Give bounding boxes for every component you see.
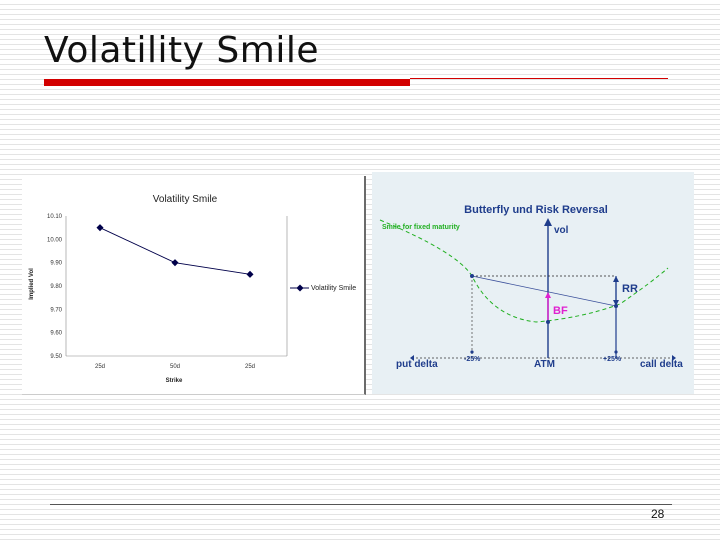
bf-arrowhead [545, 292, 551, 298]
atm-label: ATM [534, 359, 555, 370]
volatility-smile-chart-panel: Volatility Smile Implied Vol Strike 10.1… [22, 176, 366, 395]
title-underline-bar [44, 79, 410, 86]
data-point [171, 259, 179, 267]
y-tick-label: 9.60 [50, 331, 62, 337]
vol-axis-arrowhead [544, 218, 552, 226]
volatility-smile-line-chart: Volatility Smile Implied Vol Strike 10.1… [29, 194, 356, 384]
plus-25-marker [614, 350, 618, 354]
y-tick-label: 10.00 [47, 237, 63, 243]
diagram-title: Butterfly und Risk Reversal [464, 204, 608, 216]
legend-label: Volatility Smile [311, 285, 356, 292]
footer-rule [50, 504, 672, 505]
y-tick-label: 9.70 [50, 307, 62, 313]
minus-25-label: -25% [464, 356, 481, 363]
x-tick-label: 25d [245, 364, 255, 370]
series-line [99, 227, 251, 275]
put-delta-arrow [410, 355, 414, 361]
y-tick-label: 9.50 [50, 354, 62, 360]
call-delta-arrow [672, 355, 676, 361]
vol-axis-label: vol [554, 225, 569, 236]
plus-25-label: +25% [603, 356, 622, 363]
x-tick-label: 25d [95, 364, 105, 370]
put-delta-label: put delta [396, 359, 438, 370]
title-underline-line [410, 78, 668, 79]
smile-curve [379, 219, 669, 323]
rr-arrowhead-top [613, 276, 619, 282]
y-tick-label: 9.90 [50, 261, 62, 267]
bf-label: BF [553, 305, 568, 317]
y-axis-label: Implied Vol [29, 268, 35, 300]
minus-25-marker [470, 350, 474, 354]
plus-25-vol-point [614, 304, 618, 308]
x-tick-label: 50d [170, 364, 180, 370]
data-point [96, 224, 104, 232]
y-tick-label: 9.80 [50, 284, 62, 290]
rr-label: RR [622, 283, 638, 295]
chart-title: Volatility Smile [153, 194, 218, 205]
butterfly-risk-reversal-panel: Butterfly und Risk Reversal Smile for fi… [372, 172, 694, 394]
y-tick-label: 10.10 [47, 214, 63, 220]
call-delta-label: call delta [640, 359, 683, 370]
slide-title: Volatility Smile [44, 30, 319, 71]
wing-connecting-line [471, 275, 617, 307]
smile-curve-label: Smile for fixed maturity [382, 224, 460, 231]
legend-swatch-marker [296, 284, 304, 292]
data-point [246, 270, 254, 278]
rr-arrowhead-bottom [613, 300, 619, 306]
butterfly-risk-reversal-diagram: Butterfly und Risk Reversal Smile for fi… [379, 204, 683, 370]
chart-legend: Volatility Smile [290, 284, 356, 292]
page-number: 28 [651, 507, 665, 521]
atm-vol-point [546, 320, 550, 324]
minus-25-vol-point [470, 274, 474, 278]
x-axis-label: Strike [166, 378, 183, 384]
